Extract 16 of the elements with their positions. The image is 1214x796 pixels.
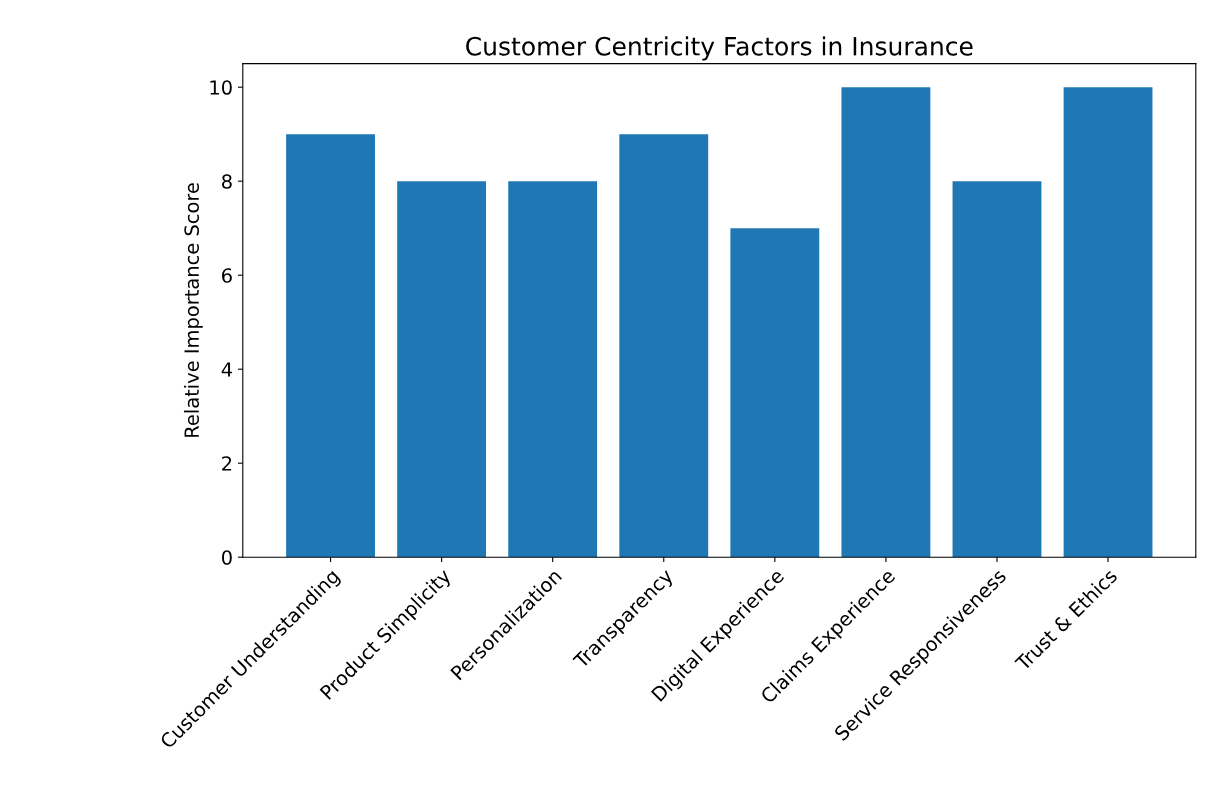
bar [508,181,598,558]
chart-title: Customer Centricity Factors in Insurance [466,36,973,61]
bar [286,134,375,558]
bar [1063,87,1153,558]
y-tick-label: 6 [222,268,232,283]
bar [619,134,709,558]
bar [397,181,487,558]
y-tick-label: 0 [221,550,232,565]
y-tick-label: 10 [210,80,232,95]
bar [952,181,1042,558]
y-tick-label: 2 [222,456,232,471]
y-axis-title: Relative Importance Score [183,183,203,437]
bar [730,228,820,558]
y-tick-label: 4 [221,362,232,377]
y-tick-label: 8 [222,174,232,189]
bar [841,87,931,558]
